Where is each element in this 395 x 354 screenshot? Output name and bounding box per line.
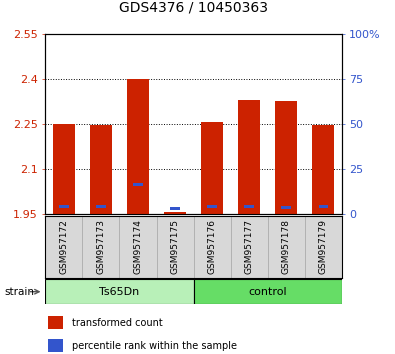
- Bar: [156, 216, 194, 278]
- Text: GSM957177: GSM957177: [245, 219, 254, 274]
- Bar: [49, 339, 63, 352]
- Bar: [170, 207, 180, 210]
- Bar: [59, 205, 69, 208]
- Bar: [134, 183, 143, 186]
- Text: GSM957176: GSM957176: [207, 219, 216, 274]
- Bar: [207, 205, 217, 208]
- Text: transformed count: transformed count: [72, 318, 163, 327]
- Bar: [238, 100, 260, 214]
- Bar: [282, 206, 291, 209]
- Text: GSM957179: GSM957179: [319, 219, 328, 274]
- Bar: [49, 316, 63, 329]
- Text: GSM957174: GSM957174: [134, 219, 143, 274]
- Bar: [201, 122, 223, 214]
- Bar: [45, 279, 194, 304]
- Bar: [231, 216, 268, 278]
- Text: control: control: [248, 287, 287, 297]
- Text: GSM957175: GSM957175: [171, 219, 180, 274]
- Bar: [45, 216, 83, 278]
- Bar: [96, 205, 105, 208]
- Bar: [268, 216, 305, 278]
- Text: GSM957172: GSM957172: [59, 219, 68, 274]
- Bar: [318, 205, 328, 208]
- Text: GSM957178: GSM957178: [282, 219, 291, 274]
- Bar: [120, 216, 156, 278]
- Text: percentile rank within the sample: percentile rank within the sample: [72, 341, 237, 350]
- Bar: [164, 212, 186, 214]
- Bar: [127, 79, 149, 214]
- Bar: [90, 125, 112, 214]
- Bar: [275, 101, 297, 214]
- Text: strain: strain: [4, 287, 34, 297]
- Text: Ts65Dn: Ts65Dn: [100, 287, 139, 297]
- Bar: [83, 216, 120, 278]
- Bar: [53, 124, 75, 214]
- Text: GSM957173: GSM957173: [96, 219, 105, 274]
- Text: GDS4376 / 10450363: GDS4376 / 10450363: [119, 0, 268, 14]
- Bar: [312, 125, 334, 214]
- Bar: [194, 216, 231, 278]
- Bar: [194, 279, 342, 304]
- Bar: [245, 205, 254, 208]
- Bar: [305, 216, 342, 278]
